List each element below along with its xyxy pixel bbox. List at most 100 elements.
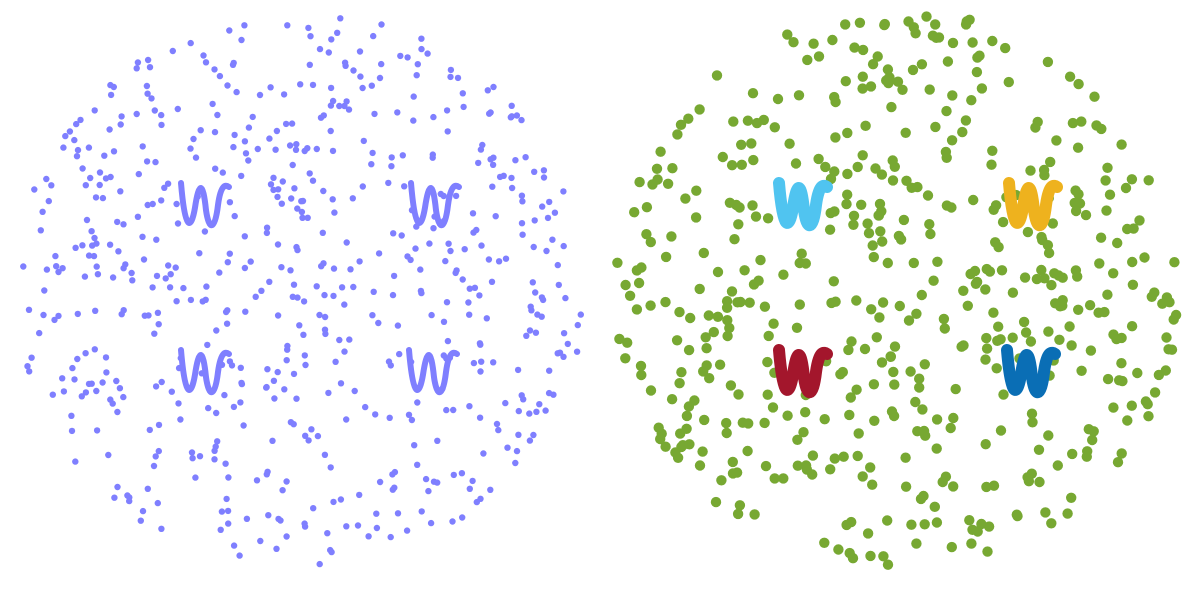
left-scatter-dot [79, 242, 86, 249]
right-scatter-dot [631, 265, 643, 276]
right-scatter-dot [784, 138, 795, 149]
right-scatter-dot [725, 380, 737, 391]
left-scatter-dot [237, 364, 244, 371]
right-scatter-dot [722, 330, 733, 342]
left-scatter-dot [85, 252, 93, 259]
left-scatter-dot [440, 352, 447, 359]
left-scatter-dot [390, 230, 397, 237]
right-scatter-dot [877, 236, 888, 247]
left-scatter-dot [305, 24, 312, 32]
right-squiggle-pattern-4 [1001, 344, 1061, 399]
left-scatter-dot [356, 48, 364, 55]
right-scatter-dot [753, 275, 764, 286]
left-scatter-dot [242, 150, 250, 157]
right-scatter-dot [1104, 189, 1116, 200]
left-scatter-dot [24, 363, 31, 370]
right-scatter-dot [885, 351, 896, 362]
left-scatter-dot [549, 236, 556, 243]
left-scatter-dot [273, 545, 280, 552]
left-scatter-dot [538, 313, 545, 320]
right-scatter-dot [1116, 332, 1127, 344]
left-scatter-dot [20, 263, 27, 270]
right-scatter-dot [680, 193, 691, 204]
left-scatter-dot [442, 257, 449, 265]
left-scatter-dot [71, 376, 78, 383]
left-scatter-dot [263, 383, 270, 391]
right-scatter-dot [867, 240, 878, 251]
right-scatter-dot [697, 446, 708, 457]
right-scatter-dot [940, 146, 952, 158]
left-scatter-dot [263, 229, 271, 237]
left-scatter-dot [109, 274, 117, 281]
left-scatter-dot [447, 66, 455, 74]
right-scatter-dot [675, 119, 687, 130]
right-scatter-dot [932, 256, 943, 267]
left-scatter-dot [294, 246, 301, 254]
right-scatter-dot [945, 422, 956, 434]
right-scatter-dot [794, 299, 805, 310]
left-scatter-dot [573, 348, 581, 355]
right-scatter-dot [1116, 448, 1127, 459]
left-scatter-dot [574, 321, 581, 329]
left-scatter-dot [518, 220, 526, 227]
right-scatter-dot [840, 19, 851, 30]
left-scatter-dot [417, 266, 424, 273]
right-scatter-dot [1022, 226, 1034, 238]
left-scatter-dot [126, 497, 133, 505]
right-scatter-dot [974, 50, 985, 61]
right-scatter-dot [1070, 185, 1081, 196]
right-scatter-dot [1072, 142, 1084, 153]
right-scatter-dot [614, 333, 625, 345]
right-scatter-dot [1062, 508, 1073, 519]
left-scatter-dot [539, 296, 547, 304]
left-scatter-dot [103, 369, 110, 376]
left-scatter-dot [306, 61, 313, 68]
left-scatter-dot [460, 103, 467, 111]
right-scatter-dot [634, 176, 645, 188]
left-scatter-dot [274, 368, 281, 376]
left-squiggle-pattern-1 [178, 180, 232, 229]
left-scatter-dot [241, 138, 249, 145]
left-scatter-dot [513, 447, 521, 455]
left-scatter-dot [37, 227, 44, 234]
left-scatter-dot [238, 172, 245, 180]
left-scatter-dot [478, 358, 485, 365]
left-scatter-dot [48, 182, 55, 189]
left-scatter-dot [331, 209, 338, 216]
left-scatter-svg [20, 15, 584, 568]
left-scatter-dot [31, 186, 38, 193]
right-scatter-dot [1139, 252, 1150, 263]
right-scatter-dot [889, 379, 900, 390]
left-scatter-dot [211, 128, 219, 136]
right-scatter-dot [1089, 91, 1100, 102]
left-scatter-dot [327, 464, 334, 471]
left-scatter-dot [202, 296, 209, 303]
left-scatter-dot [480, 450, 487, 457]
left-scatter-dot [228, 362, 236, 369]
right-scatter-dot [825, 464, 836, 475]
left-scatter-dot [461, 246, 468, 253]
left-scatter-dot [388, 154, 395, 161]
right-scatter-dot [802, 54, 813, 66]
left-scatter-dot [414, 399, 421, 406]
right-scatter-dot [655, 146, 666, 157]
left-scatter-dot [343, 239, 350, 246]
left-scatter-dot [155, 321, 162, 328]
left-scatter-dot [560, 242, 567, 250]
right-scatter-dot [947, 37, 959, 49]
left-scatter-dot [343, 416, 350, 423]
right-scatter-dot [807, 450, 819, 461]
right-scatter-dot [916, 59, 928, 70]
left-scatter-dot [322, 330, 329, 338]
left-scatter-dot [394, 322, 402, 329]
left-scatter-dot [224, 307, 231, 314]
right-scatter-dot [641, 229, 652, 240]
right-scatter-dot [813, 153, 824, 165]
left-scatter-dot [265, 512, 272, 519]
right-scatter-dot [788, 37, 799, 48]
right-scatter-dot [875, 226, 886, 237]
right-scatter-dot [919, 519, 930, 530]
left-scatter-dot [49, 391, 56, 398]
left-scatter-dot [290, 281, 298, 288]
right-scatter-dot [1126, 174, 1138, 185]
